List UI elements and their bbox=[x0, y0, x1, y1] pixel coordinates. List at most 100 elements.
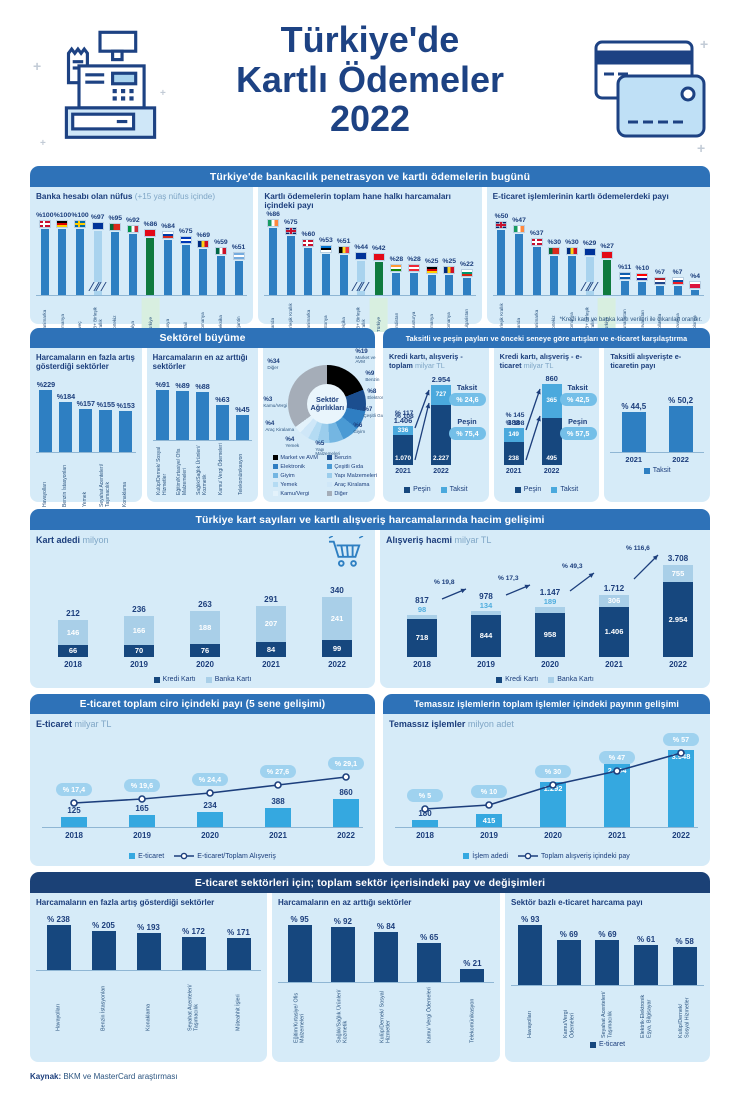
x-label: Almanya bbox=[428, 314, 434, 332]
rusya-flag bbox=[162, 231, 175, 239]
legend: E-ticaret bbox=[511, 1041, 704, 1048]
line-badge: % 27,6 bbox=[260, 765, 296, 778]
value-label: %51 bbox=[231, 244, 246, 251]
chart-ecommerce-share-cards: E-ticaret işlemlerinin kartlı ödemelerde… bbox=[486, 187, 710, 332]
year-label: 2020 bbox=[544, 831, 562, 840]
donut-callout: %4 Yemek bbox=[285, 436, 300, 448]
chart-ecommerce-turnover: E-ticaret milyar TL 125 2018 165 2019 234 2020… bbox=[30, 714, 375, 866]
donut-callout: %7 Çeşitli Gıda bbox=[363, 406, 388, 418]
chart-area: 336 1.070 1.406 2021 727 2.227 2.954 2022 % 117%… bbox=[389, 371, 486, 483]
romanya-flag bbox=[197, 240, 210, 248]
legend-item: Çeşitli Gıda bbox=[327, 462, 383, 471]
danimarka-flag bbox=[530, 238, 543, 246]
x-label: İsrail bbox=[177, 298, 195, 332]
value-label: %30 bbox=[547, 239, 562, 246]
legend-swatch bbox=[273, 482, 279, 487]
chart-title: Kart adedi milyon bbox=[36, 535, 109, 545]
x-label: Eğitim/Kırtasiye/ Ofis Malzemeleri bbox=[293, 992, 306, 1043]
bar-group: % 193 bbox=[126, 923, 171, 970]
value-label: %100 bbox=[53, 212, 72, 219]
bar-group: %86 bbox=[142, 221, 160, 295]
legend: Peşin Taksit bbox=[500, 486, 594, 493]
bar-group: % 93 bbox=[511, 915, 550, 985]
year-label: 2022 bbox=[672, 831, 690, 840]
bar bbox=[374, 262, 383, 295]
x-label: Polonya bbox=[692, 315, 698, 332]
section-installment-cash: Taksitli ve peşin payları ve önceki sene… bbox=[383, 328, 711, 502]
danimarka-flag bbox=[38, 220, 51, 228]
legend-item: Banka Kartı bbox=[205, 676, 251, 683]
bars-row: %50 %47 %37 %30 %30 %29 %27 %11 %10 %7 %7 %4 bbox=[492, 211, 704, 296]
x-label: Portekiz bbox=[551, 315, 557, 332]
donut-callout: %8 Elektronik bbox=[367, 388, 388, 400]
chart-area: 149 238 388 2021 365 495 860 2022 % 145% 108 Taks… bbox=[500, 371, 597, 483]
bel-ika-flag bbox=[337, 246, 350, 254]
segment-value: 306 bbox=[607, 596, 621, 605]
banka-karti-segment: 146 bbox=[58, 620, 88, 645]
legend-item: Yemek bbox=[273, 480, 325, 489]
bar-group: %28 bbox=[388, 256, 406, 295]
bars-row: % 238 % 205 % 193 % 172 % 171 bbox=[36, 912, 261, 971]
legend-item: Taksit bbox=[440, 486, 468, 493]
chart-title: Sektör bazlı e-ticaret harcama payı bbox=[511, 898, 643, 907]
total-label: 340 bbox=[330, 586, 344, 595]
portekiz-flag bbox=[548, 247, 561, 255]
x-label: Hırvatistan bbox=[639, 310, 645, 332]
bar-group: %37 bbox=[528, 230, 546, 295]
value-label: %155 bbox=[96, 400, 115, 409]
legend-swatch bbox=[327, 482, 333, 487]
x-label: 2021 bbox=[625, 455, 643, 464]
x-labels: Eğitim/Kırtasiye/ Ofis Malzemeleri Sağlık… bbox=[278, 985, 494, 1043]
bar-group: %11 bbox=[616, 264, 634, 295]
bar-group: %60 bbox=[300, 231, 318, 295]
x-label: Belçika bbox=[340, 317, 346, 332]
bar bbox=[392, 273, 401, 295]
year-label: 2022 bbox=[337, 831, 355, 840]
segment-value: 1.070 bbox=[395, 455, 411, 462]
year-label: 2018 bbox=[413, 660, 431, 669]
year-label: 2022 bbox=[669, 660, 687, 669]
i-sve-flag bbox=[74, 220, 87, 228]
value-label: %7 bbox=[655, 269, 665, 276]
x-label: Portekiz bbox=[112, 315, 118, 332]
chart-title: Kredi kartı, alışveriş - e-ticaret milya… bbox=[499, 352, 583, 370]
value-label: % 44,5 bbox=[621, 402, 647, 411]
growth-label: % 116,6 bbox=[626, 545, 650, 552]
total-label: 817 bbox=[415, 596, 429, 605]
segment-value: 336 bbox=[397, 426, 409, 434]
kredi-karti-segment: 844 bbox=[471, 615, 501, 657]
bar bbox=[595, 940, 620, 985]
plus-decoration: + bbox=[160, 88, 166, 99]
title-line1: Türkiye'de bbox=[280, 19, 460, 60]
legend-label: Taksit bbox=[560, 486, 579, 493]
bar-group: % 171 bbox=[216, 928, 261, 970]
x-label: Elektrik-Elektronik Eşya, Bilgisayar bbox=[639, 994, 653, 1038]
bar bbox=[216, 256, 225, 295]
bar-group: %59 bbox=[212, 239, 230, 295]
bar-group: %53 bbox=[317, 237, 335, 295]
plus-decoration: + bbox=[700, 36, 709, 52]
year-label: 2021 bbox=[608, 831, 626, 840]
bar-group: %10 bbox=[634, 265, 652, 295]
kredi-karti-segment: 70 bbox=[124, 645, 154, 657]
value-label: %10 bbox=[635, 265, 650, 272]
value-label: %44 bbox=[354, 244, 368, 251]
total-label: 291 bbox=[264, 595, 278, 604]
bar bbox=[412, 820, 438, 827]
value-label: % 21 bbox=[463, 959, 482, 968]
donut-callout: %9 Benzin bbox=[365, 370, 380, 382]
chart-title: Banka hesabı olan nüfus (+15 yaş nüfus i… bbox=[36, 192, 216, 201]
bar bbox=[462, 278, 471, 295]
chart-title: Harcamaların en fazla artış gösterdiği s… bbox=[36, 898, 215, 907]
year-label: 2021 bbox=[395, 468, 411, 475]
growth-label: % 17,3 bbox=[498, 575, 519, 582]
legend-item: Kredi Kartı bbox=[153, 676, 196, 683]
year-label: 2022 bbox=[433, 468, 449, 475]
value-label: %7 bbox=[672, 269, 683, 276]
bar-group: % 58 bbox=[665, 937, 704, 985]
bar bbox=[333, 799, 359, 827]
legend-swatch bbox=[404, 486, 411, 493]
bar-group: % 21 bbox=[451, 959, 494, 982]
line-badge: % 57 bbox=[663, 733, 699, 746]
line-badge: % 5 bbox=[407, 789, 443, 802]
